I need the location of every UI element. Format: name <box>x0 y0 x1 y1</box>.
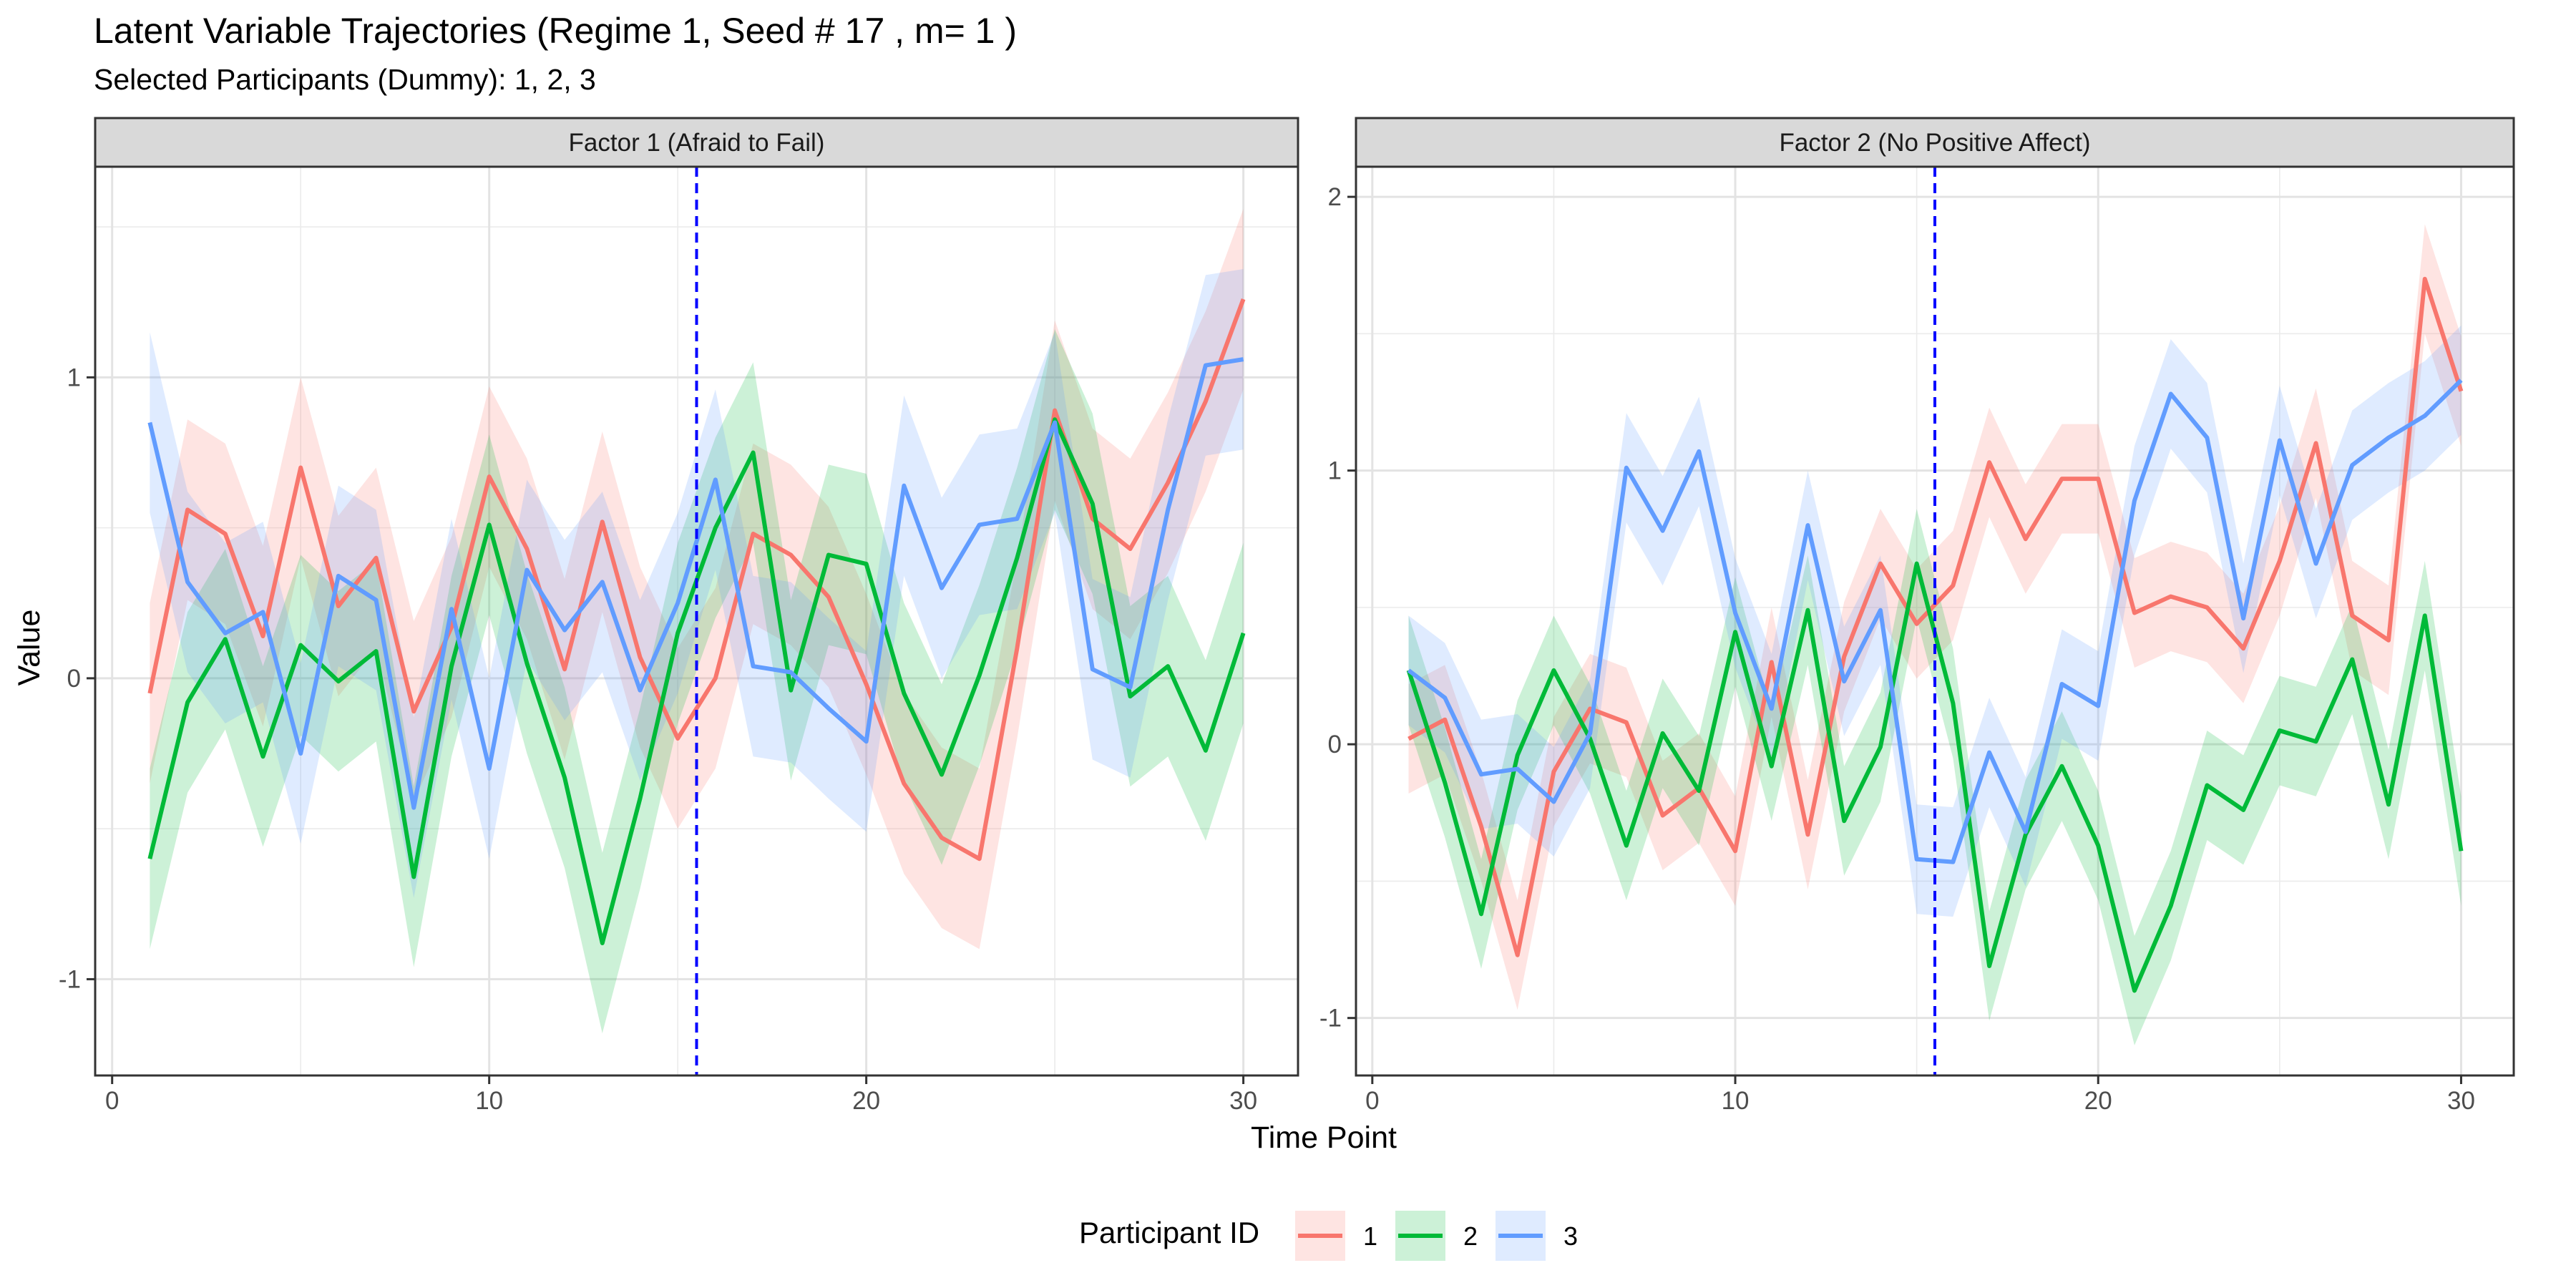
y-tick-label: -1 <box>1319 1005 1342 1033</box>
x-tick-label: 0 <box>105 1087 119 1115</box>
legend-label: 3 <box>1563 1221 1578 1251</box>
legend-key-2: 2 <box>1395 1211 1478 1261</box>
facet-strip-label: Factor 2 (No Positive Affect) <box>1779 129 2090 157</box>
ribbon-participant-2 <box>150 329 1244 1034</box>
facet-strip <box>1355 117 2515 168</box>
y-tick-label: -1 <box>59 965 81 993</box>
panel-2: Factor 2 (No Positive Affect) 0 10 20 30 -1 0 1… <box>1319 117 2515 1115</box>
x-tick-label: 30 <box>1229 1087 1257 1115</box>
x-axis-title: Time Point <box>1251 1121 1397 1155</box>
line-participant-1 <box>1407 276 2464 957</box>
x-tick-label: 10 <box>475 1087 503 1115</box>
legend-title: Participant ID <box>1079 1216 1259 1249</box>
y-tick-label: 2 <box>1328 183 1342 211</box>
y-axis-title: Value <box>12 610 47 686</box>
legend-key-3: 3 <box>1496 1211 1578 1261</box>
panel-1: Factor 1 (Afraid to Fail) 0 10 20 30 -1 0 1 <box>59 117 1299 1115</box>
facet-strip <box>94 117 1299 168</box>
legend-label: 1 <box>1363 1221 1377 1251</box>
ribbon-participant-3 <box>1408 325 2462 917</box>
y-tick-label: 1 <box>1328 457 1342 485</box>
legend: Participant ID 1 2 3 <box>1079 1211 1578 1261</box>
legend-keys: 1 2 3 <box>1295 1211 1578 1261</box>
legend-label: 2 <box>1463 1221 1478 1251</box>
chart-subtitle: Selected Participants (Dummy): 1, 2, 3 <box>94 63 596 96</box>
legend-key-1: 1 <box>1295 1211 1377 1261</box>
x-tick-label: 10 <box>1722 1087 1750 1115</box>
panels-layer: Factor 1 (Afraid to Fail)0 10 20 30-101Fact… <box>59 117 2515 1115</box>
y-tick-label: 0 <box>1328 731 1342 758</box>
line-participant-3 <box>147 357 1244 810</box>
y-tick-label: 0 <box>67 665 81 693</box>
x-tick-label: 0 <box>1365 1087 1379 1115</box>
x-tick-label: 20 <box>852 1087 880 1115</box>
facet-strip-label: Factor 1 (Afraid to Fail) <box>569 129 825 157</box>
x-tick-label: 30 <box>2447 1087 2475 1115</box>
chart-title: Latent Variable Trajectories (Regime 1, … <box>94 11 1018 51</box>
y-tick-label: 1 <box>67 364 81 391</box>
x-tick-label: 20 <box>2084 1087 2112 1115</box>
